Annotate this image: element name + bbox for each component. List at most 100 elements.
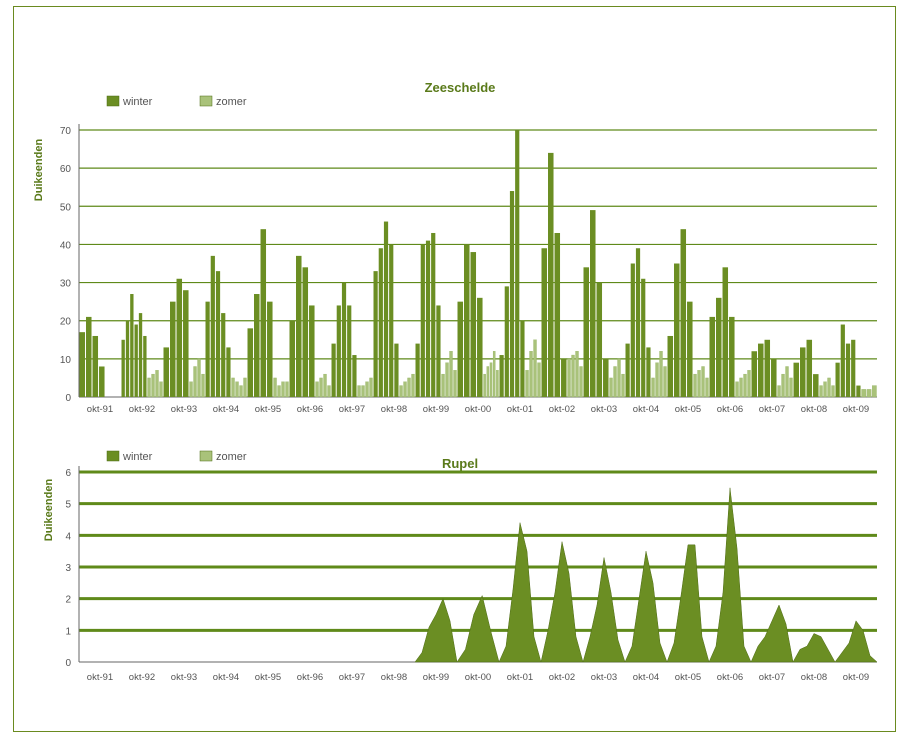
- bar-winter: [296, 255, 302, 397]
- bar-zomer: [567, 358, 571, 398]
- bar-winter: [347, 305, 352, 397]
- bar-winter: [336, 305, 341, 397]
- legend-label-winter: winter: [122, 451, 153, 463]
- bar-zomer: [197, 358, 201, 398]
- bar-zomer: [327, 385, 331, 398]
- bar-zomer: [319, 377, 323, 398]
- area-winter-segment: [498, 522, 542, 663]
- x-tick-label: okt-03: [591, 672, 617, 683]
- area-winter-segment: [540, 541, 584, 663]
- bar-zomer: [323, 373, 327, 398]
- bar-zomer: [399, 385, 403, 398]
- bar-winter: [215, 271, 221, 397]
- bar-winter: [835, 362, 840, 397]
- bar-winter: [840, 324, 845, 397]
- bar-zomer: [483, 373, 486, 398]
- bar-zomer: [621, 373, 625, 398]
- bar-winter: [79, 332, 86, 397]
- bar-winter: [590, 210, 596, 397]
- bar-zomer: [155, 370, 159, 398]
- bar-winter: [687, 301, 693, 397]
- x-tick-label: okt-08: [801, 672, 827, 683]
- x-tick-label: okt-95: [255, 672, 281, 683]
- bar-zomer: [739, 377, 743, 398]
- y-tick-label: 10: [60, 355, 72, 366]
- bar-winter: [851, 339, 856, 397]
- bar-zomer: [861, 389, 867, 398]
- bar-winter: [436, 305, 441, 397]
- bar-zomer: [743, 373, 747, 398]
- bar-winter: [267, 301, 273, 397]
- bar-zomer: [781, 373, 785, 398]
- bar-winter: [499, 355, 504, 397]
- bar-zomer: [571, 354, 575, 398]
- x-tick-label: okt-08: [801, 404, 827, 415]
- y-tick-label: 60: [60, 164, 72, 175]
- bar-zomer: [819, 385, 823, 398]
- bar-zomer: [872, 385, 877, 398]
- area-winter-segment: [708, 487, 752, 663]
- y-tick-label: 20: [60, 317, 72, 328]
- bar-winter: [205, 301, 210, 397]
- bar-zomer: [609, 377, 613, 398]
- bar-winter: [341, 282, 347, 397]
- bar-winter: [170, 301, 176, 397]
- legend-swatch-winter: [106, 95, 120, 107]
- bar-zomer: [193, 366, 197, 398]
- bar-winter: [806, 339, 813, 397]
- bar-zomer: [655, 362, 659, 398]
- legend-label-zomer: zomer: [216, 451, 247, 463]
- bar-zomer: [823, 381, 827, 398]
- y-tick-label: 0: [65, 658, 71, 669]
- bar-zomer: [489, 362, 493, 398]
- x-tick-label: okt-06: [717, 404, 743, 415]
- bar-winter: [383, 221, 389, 397]
- bar-zomer: [735, 381, 739, 398]
- x-tick-label: okt-03: [591, 404, 617, 415]
- bar-zomer: [579, 366, 583, 398]
- y-tick-label: 1: [65, 626, 71, 637]
- y-tick-label: 40: [60, 240, 72, 251]
- x-tick-label: okt-00: [465, 672, 491, 683]
- bar-winter: [457, 301, 464, 397]
- bar-winter: [625, 343, 630, 397]
- bar-winter: [389, 244, 394, 397]
- bar-winter: [646, 347, 651, 397]
- bar-zomer: [235, 381, 239, 398]
- bar-winter: [764, 339, 771, 397]
- bar-winter: [515, 130, 520, 397]
- x-tick-label: okt-02: [549, 672, 575, 683]
- bar-winter: [709, 316, 716, 397]
- area-winter-segment: [666, 544, 710, 663]
- bar-zomer: [407, 377, 411, 398]
- bar-zomer: [281, 381, 285, 398]
- bar-winter: [729, 316, 735, 397]
- y-axis-label: Duikeenden: [33, 139, 45, 202]
- legend-label-winter: winter: [122, 96, 153, 108]
- bar-winter: [92, 335, 99, 397]
- bar-zomer: [789, 377, 793, 398]
- bar-zomer: [411, 373, 415, 398]
- area-winter-segment: [834, 620, 878, 663]
- y-tick-label: 6: [65, 468, 71, 479]
- x-tick-label: okt-99: [423, 672, 449, 683]
- x-tick-label: okt-91: [87, 404, 113, 415]
- bar-winter: [420, 244, 425, 397]
- bar-winter: [548, 152, 554, 397]
- bar-zomer: [827, 377, 831, 398]
- area-winter-segment: [792, 633, 836, 663]
- bar-zomer: [441, 373, 445, 398]
- bar-winter: [226, 347, 231, 397]
- x-tick-label: okt-98: [381, 404, 407, 415]
- legend-swatch-winter: [106, 450, 120, 462]
- bar-winter: [331, 343, 336, 397]
- bar-winter: [561, 358, 567, 397]
- bar-zomer: [273, 377, 277, 398]
- area-winter-segment: [582, 557, 626, 663]
- bar-winter: [470, 252, 477, 397]
- bar-winter: [504, 286, 509, 397]
- x-tick-label: okt-93: [171, 672, 197, 683]
- bar-zomer: [159, 381, 163, 398]
- bar-winter: [134, 324, 138, 397]
